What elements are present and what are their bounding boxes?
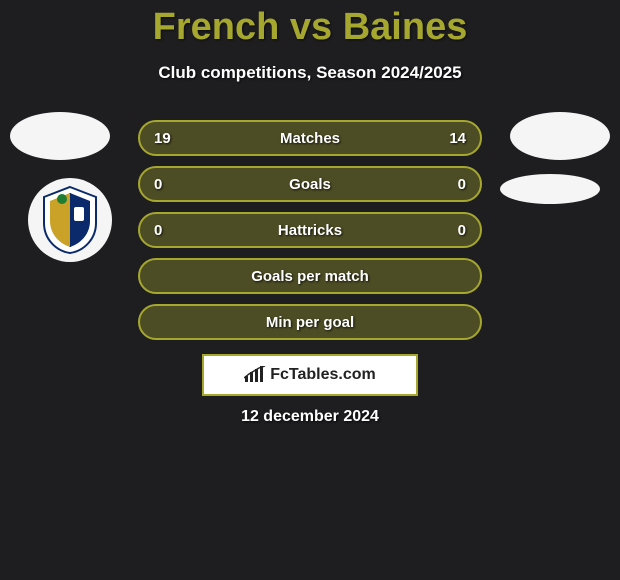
- fctables-link[interactable]: FcTables.com: [202, 354, 418, 396]
- stat-label: Min per goal: [140, 314, 480, 331]
- stat-row-goals-per-match: Goals per match: [138, 258, 482, 294]
- stat-row-min-per-goal: Min per goal: [138, 304, 482, 340]
- bar-chart-icon: [244, 366, 266, 384]
- stat-row-matches: 19 Matches 14: [138, 120, 482, 156]
- stats-container: 19 Matches 14 0 Goals 0 0 Hattricks 0 Go…: [138, 120, 482, 350]
- stat-label: Matches: [140, 130, 480, 147]
- stat-left-value: 19: [154, 130, 171, 147]
- stat-right-value: 14: [449, 130, 466, 147]
- brand-label: FcTables.com: [270, 366, 376, 384]
- player-left-club-crest: [28, 178, 112, 262]
- stat-row-hattricks: 0 Hattricks 0: [138, 212, 482, 248]
- stat-row-goals: 0 Goals 0: [138, 166, 482, 202]
- player-right-badge-oval: [510, 112, 610, 160]
- stat-right-value: 0: [458, 176, 466, 193]
- subtitle: Club competitions, Season 2024/2025: [0, 63, 620, 83]
- page-title: French vs Baines: [0, 0, 620, 49]
- stat-left-value: 0: [154, 222, 162, 239]
- stat-label: Hattricks: [140, 222, 480, 239]
- player-left-badge-oval: [10, 112, 110, 160]
- stat-label: Goals per match: [140, 268, 480, 285]
- player-right-badge-oval-2: [500, 174, 600, 204]
- date-label: 12 december 2024: [0, 408, 620, 426]
- stat-left-value: 0: [154, 176, 162, 193]
- stat-label: Goals: [140, 176, 480, 193]
- stat-right-value: 0: [458, 222, 466, 239]
- club-crest-icon: [40, 185, 100, 255]
